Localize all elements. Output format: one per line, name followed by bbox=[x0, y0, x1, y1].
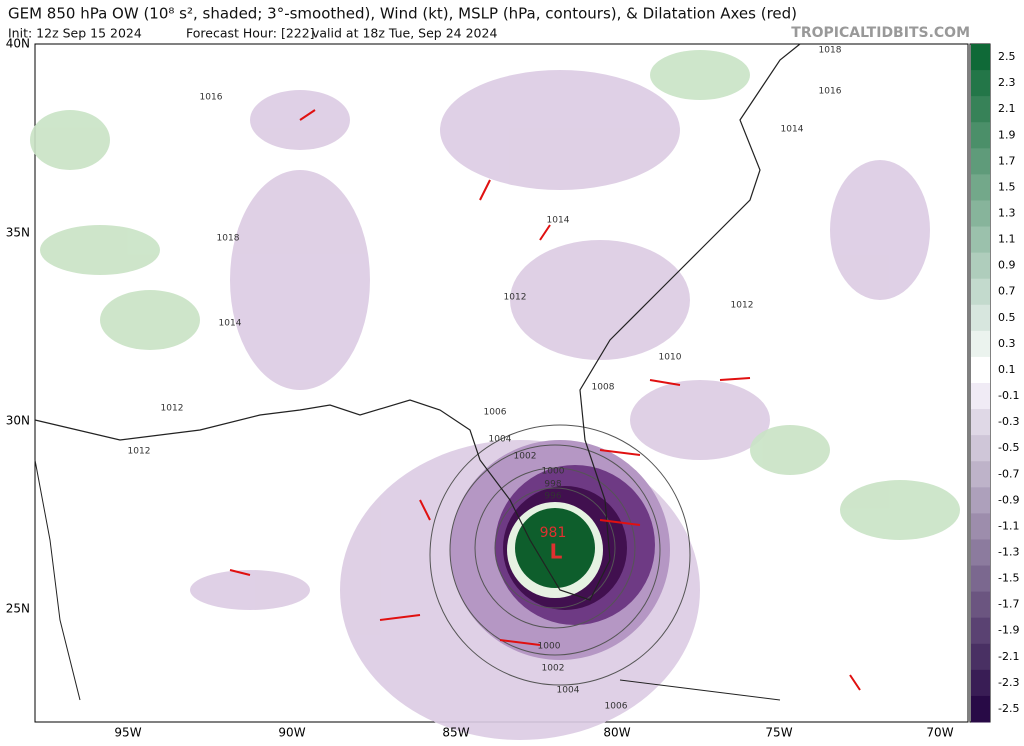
contour-label: 1002 bbox=[542, 664, 565, 674]
colorbar-swatch bbox=[971, 356, 990, 384]
lon-label: 70W bbox=[926, 726, 953, 740]
colorbar-label: -0.3 bbox=[998, 415, 1019, 428]
colorbar-label: 2.5 bbox=[998, 50, 1016, 63]
colorbar-swatch bbox=[971, 539, 990, 567]
colorbar-label: -0.7 bbox=[998, 467, 1019, 480]
init: Init: 12z Sep 15 2024 bbox=[8, 26, 142, 41]
lat-label: 35N bbox=[6, 226, 30, 240]
valid-time: valid at 18z Tue, Sep 24 2024 bbox=[312, 26, 497, 41]
contour-label: 996 bbox=[544, 492, 561, 502]
low-pressure: 981 bbox=[540, 525, 567, 541]
colorbar-label: -2.3 bbox=[998, 676, 1019, 689]
colorbar-label: 1.3 bbox=[998, 207, 1016, 220]
title: GEM 850 hPa OW (10⁸ s², shaded; 3°-smoot… bbox=[8, 5, 797, 23]
lon-label: 80W bbox=[603, 726, 630, 740]
contour-label: 1004 bbox=[557, 686, 580, 696]
colorbar-label: 2.1 bbox=[998, 102, 1016, 115]
contour-label: 998 bbox=[544, 480, 561, 490]
colorbar-swatch bbox=[971, 409, 990, 436]
colorbar-label: -0.5 bbox=[998, 441, 1019, 454]
colorbar-swatch bbox=[971, 643, 990, 671]
contour-label: 1000 bbox=[538, 642, 561, 652]
colorbar-label: 0.7 bbox=[998, 285, 1016, 298]
colorbar-swatch bbox=[971, 435, 990, 462]
contour-label: 1006 bbox=[605, 702, 628, 712]
lat-label: 25N bbox=[6, 602, 30, 616]
colorbar-label: -0.1 bbox=[998, 389, 1019, 402]
contour-label: 1002 bbox=[514, 452, 537, 462]
contour-label: 1014 bbox=[547, 216, 570, 226]
colorbar-swatch bbox=[971, 565, 990, 593]
contour-label: 1004 bbox=[489, 435, 512, 445]
colorbar-swatch bbox=[971, 617, 990, 645]
lat-label: 30N bbox=[6, 414, 30, 428]
contour-label: 1012 bbox=[128, 447, 151, 457]
contour-label: 1016 bbox=[200, 93, 223, 103]
colorbar-swatch bbox=[971, 330, 990, 358]
contour-label: 1006 bbox=[484, 408, 507, 418]
colorbar-swatch bbox=[971, 695, 990, 723]
colorbar-label: -1.7 bbox=[998, 598, 1019, 611]
colorbar-label: -2.1 bbox=[998, 650, 1019, 663]
contour-label: 1014 bbox=[781, 125, 804, 135]
colorbar-label: 0.5 bbox=[998, 311, 1016, 324]
contour-label: 1018 bbox=[819, 46, 842, 56]
colorbar-swatch bbox=[971, 669, 990, 697]
lon-label: 90W bbox=[278, 726, 305, 740]
colorbar-swatch bbox=[971, 513, 990, 540]
colorbar-swatch bbox=[971, 200, 990, 228]
colorbar-swatch bbox=[971, 278, 990, 306]
lon-label: 85W bbox=[442, 726, 469, 740]
colorbar-swatch bbox=[971, 461, 990, 488]
colorbar-label: -1.9 bbox=[998, 624, 1019, 637]
low-symbol: L bbox=[550, 540, 563, 564]
colorbar-swatch bbox=[971, 304, 990, 332]
colorbar-label: 0.3 bbox=[998, 337, 1016, 350]
contour-label: 1008 bbox=[592, 383, 615, 393]
colorbar-swatch bbox=[971, 122, 990, 149]
contour-label: 1012 bbox=[731, 301, 754, 311]
colorbar-swatch bbox=[971, 96, 990, 123]
colorbar-label: 1.1 bbox=[998, 233, 1016, 246]
colorbar-label: -1.3 bbox=[998, 546, 1019, 559]
colorbar-label: 0.1 bbox=[998, 363, 1016, 376]
colorbar-swatch bbox=[971, 252, 990, 280]
colorbar-label: -1.1 bbox=[998, 519, 1019, 532]
contour-label: 1012 bbox=[161, 404, 184, 414]
colorbar-swatch bbox=[971, 70, 990, 97]
colorbar-label: 1.7 bbox=[998, 154, 1016, 167]
map-area bbox=[30, 43, 969, 740]
colorbar-label: -2.5 bbox=[998, 702, 1019, 715]
contour-label: 1012 bbox=[504, 293, 527, 303]
colorbar-swatch bbox=[971, 44, 990, 71]
contour-label: 1000 bbox=[542, 467, 565, 477]
colorbar-label: 0.9 bbox=[998, 259, 1016, 272]
contour-label: 1010 bbox=[659, 353, 682, 363]
lon-label: 75W bbox=[765, 726, 792, 740]
contour-label: 1014 bbox=[219, 319, 242, 329]
lon-label: 95W bbox=[114, 726, 141, 740]
colorbar-label: -0.9 bbox=[998, 493, 1019, 506]
colorbar-swatch bbox=[971, 226, 990, 254]
lat-label: 40N bbox=[6, 37, 30, 51]
colorbar-swatch bbox=[971, 383, 990, 410]
contour-label: 1016 bbox=[819, 87, 842, 97]
colorbar-swatch bbox=[971, 487, 990, 514]
colorbar-label: 1.9 bbox=[998, 128, 1016, 141]
contour-label: 1018 bbox=[217, 234, 240, 244]
colorbar-swatch bbox=[971, 148, 990, 175]
colorbar-label: 1.5 bbox=[998, 180, 1016, 193]
forecast-hour: Forecast Hour: [222] bbox=[186, 26, 315, 41]
watermark: TROPICALTIDBITS.COM bbox=[791, 25, 970, 41]
colorbar-label: -1.5 bbox=[998, 572, 1019, 585]
colorbar-swatch bbox=[971, 174, 990, 201]
colorbar-swatch bbox=[971, 591, 990, 619]
colorbar-label: 2.3 bbox=[998, 76, 1016, 89]
